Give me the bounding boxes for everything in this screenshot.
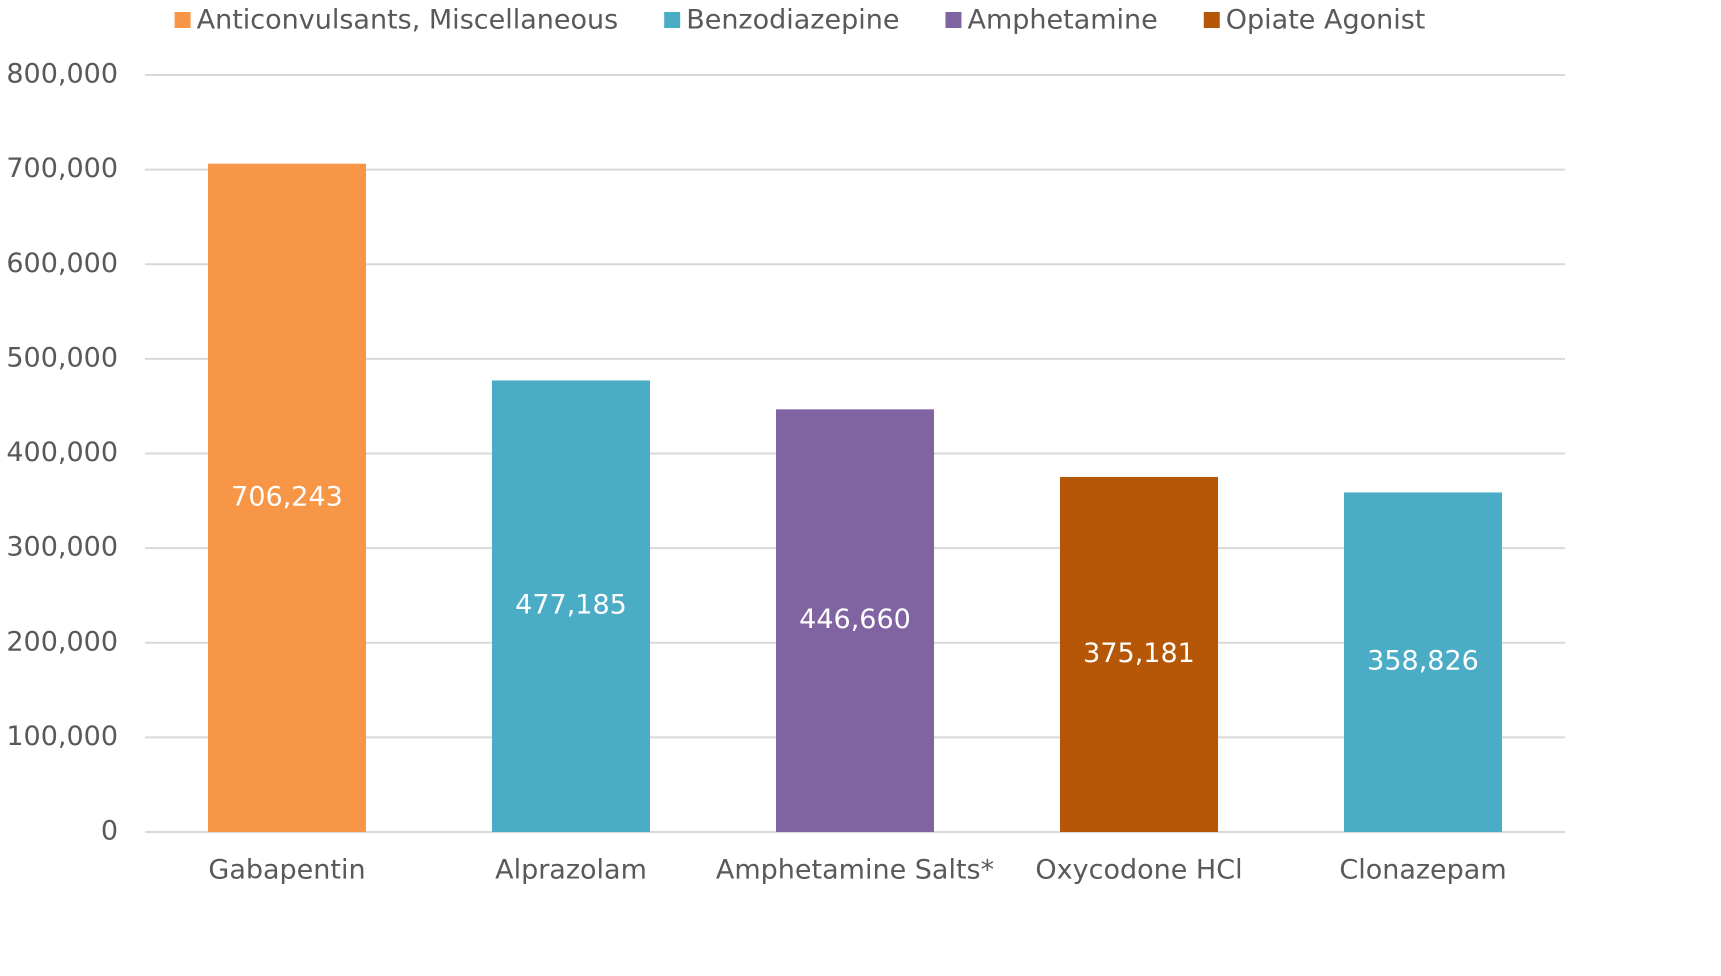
x-tick-label: Oxycodone HCl xyxy=(1035,855,1242,886)
bar xyxy=(1344,492,1502,832)
legend-label: Opiate Agonist xyxy=(1226,5,1426,36)
y-tick-label: 300,000 xyxy=(6,532,118,563)
y-tick-label: 600,000 xyxy=(6,248,118,279)
x-tick-label: Amphetamine Salts* xyxy=(716,855,994,886)
data-label: 477,185 xyxy=(515,590,627,621)
legend-swatch xyxy=(945,12,962,28)
data-label: 358,826 xyxy=(1367,646,1479,677)
y-tick-label: 500,000 xyxy=(6,342,118,373)
y-tick-label: 700,000 xyxy=(6,153,118,184)
data-label: 375,181 xyxy=(1083,638,1195,669)
y-tick-label: 800,000 xyxy=(6,59,118,90)
x-tick-label: Clonazepam xyxy=(1339,855,1506,886)
legend-label: Anticonvulsants, Miscellaneous xyxy=(197,5,619,36)
bar xyxy=(776,409,934,832)
bar xyxy=(1060,476,1218,832)
x-tick-label: Gabapentin xyxy=(208,855,365,886)
data-label: 446,660 xyxy=(799,604,911,635)
y-tick-label: 0 xyxy=(101,816,118,847)
y-tick-label: 400,000 xyxy=(6,437,118,468)
legend-swatch xyxy=(1203,12,1220,28)
y-tick-label: 100,000 xyxy=(6,721,118,752)
legend-swatch xyxy=(664,12,681,28)
bar xyxy=(208,163,366,833)
legend-swatch xyxy=(174,12,191,28)
bar xyxy=(492,380,650,832)
legend-label: Benzodiazepine xyxy=(686,5,899,36)
x-tick-label: Alprazolam xyxy=(495,855,647,886)
data-label: 706,243 xyxy=(231,481,343,512)
legend-label: Amphetamine xyxy=(967,5,1157,36)
y-tick-label: 200,000 xyxy=(6,626,118,657)
